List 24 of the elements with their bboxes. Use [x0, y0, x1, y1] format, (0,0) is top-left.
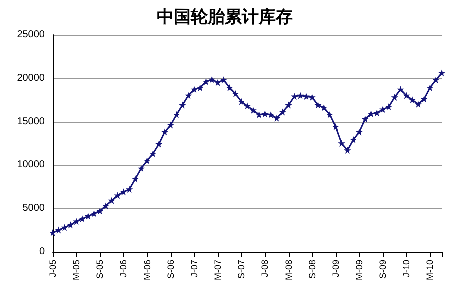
x-tick-label: S-09	[378, 260, 388, 280]
x-tick-label: J-06	[118, 260, 129, 278]
x-tick-label: M-07	[213, 260, 224, 281]
y-tick-label: 5000	[22, 203, 46, 214]
x-tick-label: S-07	[236, 260, 247, 280]
x-tick-label: J-09	[330, 260, 341, 278]
x-tick-label: S-05	[95, 260, 106, 280]
x-tick-label: M-10	[425, 260, 436, 281]
chart-title: 中国轮胎累计库存	[157, 8, 293, 28]
x-tick-label: M-06	[142, 260, 152, 281]
x-tick-label: S-08	[307, 260, 318, 280]
y-tick-label: 10000	[17, 160, 46, 171]
x-tick-label: J-05	[48, 260, 58, 278]
x-tick-label: S-06	[166, 260, 176, 280]
x-tick-label: J-10	[402, 260, 412, 278]
x-tick-label: M-05	[72, 260, 82, 281]
x-tick-label: J-07	[189, 260, 200, 278]
y-tick-label: 25000	[17, 30, 46, 40]
y-tick-label: 15000	[17, 116, 46, 128]
x-tick-label: M-08	[284, 260, 294, 281]
x-tick-label: M-09	[354, 260, 364, 281]
y-tick-label: 0	[39, 246, 46, 258]
x-tick-label: J-08	[260, 260, 270, 278]
y-tick-label: 20000	[17, 72, 46, 84]
